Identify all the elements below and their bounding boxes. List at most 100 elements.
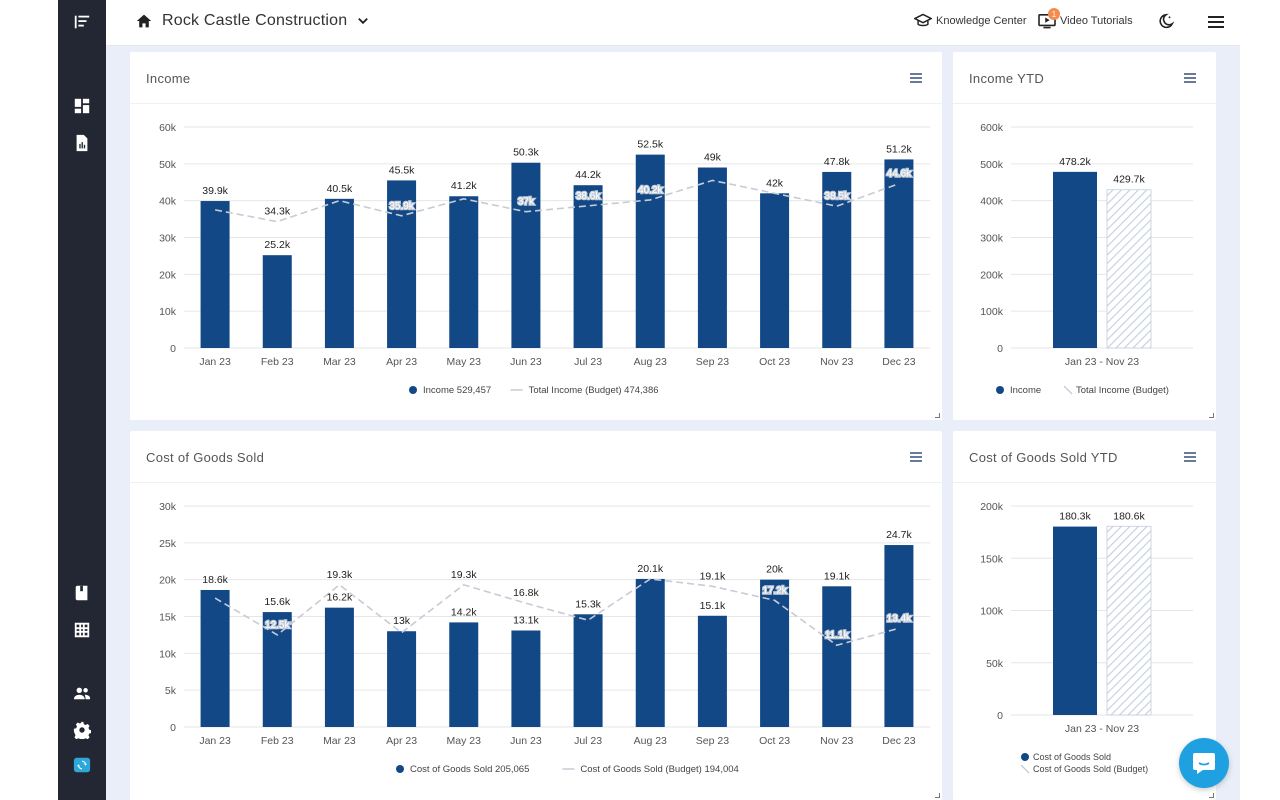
y-tick-label: 100k <box>980 606 1004 618</box>
legend-swatch-bar <box>1021 753 1029 761</box>
y-tick-label: 50k <box>986 658 1004 670</box>
resize-handle[interactable] <box>935 413 940 418</box>
bar <box>884 545 914 727</box>
x-tick-label: Nov 23 <box>820 735 853 747</box>
resize-handle[interactable] <box>935 793 940 798</box>
budget-data-label: 13.4k <box>887 613 912 624</box>
grid-table-icon[interactable] <box>70 618 94 642</box>
x-tick-label: Jul 23 <box>574 356 602 368</box>
bar-data-label: 14.2k <box>451 606 477 618</box>
x-tick-label: Feb 23 <box>261 356 294 368</box>
y-tick-label: 50k <box>159 159 177 171</box>
bar <box>324 198 354 348</box>
budget-line <box>214 179 900 223</box>
sidebar <box>58 0 106 800</box>
bar-data-label: 16.2k <box>327 592 353 604</box>
cogs-card-menu-button[interactable] <box>910 452 922 462</box>
bar-data-label: 15.1k <box>700 600 726 612</box>
y-tick-label: 200k <box>980 269 1004 281</box>
bar <box>822 586 852 727</box>
dashboard-icon[interactable] <box>70 94 94 118</box>
bar <box>1053 171 1097 348</box>
bar <box>449 196 479 348</box>
bar <box>449 622 479 727</box>
cogs-ytd-card-menu-button[interactable] <box>1184 452 1196 462</box>
sync-icon[interactable] <box>70 753 94 777</box>
bar <box>262 255 292 348</box>
income-chart: 0 10k 20k 30k 40k 50k 60k 39.9k 25.2k 40.5k 45.5k 4… <box>159 122 930 396</box>
cogs-chart: 0 5k 10k 15k 20k 25k 30k 18.6k 15.6k 16.2k 13k 14.2… <box>159 501 930 775</box>
bar <box>573 185 603 348</box>
x-tick-label: Jul 23 <box>574 735 602 747</box>
income-ytd-card-menu-button[interactable] <box>1184 73 1196 83</box>
budget-bar <box>1106 189 1152 349</box>
y-tick-label: 0 <box>170 722 176 734</box>
chat-support-button[interactable] <box>1179 738 1229 788</box>
dark-mode-toggle[interactable] <box>1156 13 1174 31</box>
budget-data-label: 38.5k <box>825 191 850 202</box>
income-card-menu-button[interactable] <box>910 73 922 83</box>
bar <box>573 614 603 727</box>
graduation-cap-icon <box>914 13 932 27</box>
book-icon[interactable] <box>70 581 94 605</box>
knowledge-center-link[interactable]: Knowledge Center <box>914 13 1027 29</box>
video-tutorials-link[interactable]: 1 Video Tutorials <box>1038 8 1133 29</box>
income-ytd-card-header: Income YTD <box>953 52 1216 104</box>
y-tick-label: 0 <box>997 343 1003 355</box>
hamburger-icon <box>1208 16 1224 28</box>
bar-data-label: 20.1k <box>637 563 663 575</box>
x-tick-label: May 23 <box>447 735 482 747</box>
bar-data-label: 47.8k <box>824 156 850 168</box>
y-tick-label: 600k <box>980 122 1004 134</box>
y-tick-label: 5k <box>165 685 177 697</box>
knowledge-center-label: Knowledge Center <box>936 15 1027 27</box>
right-strip <box>1240 0 1280 800</box>
video-icon-wrap: 1 <box>1038 8 1060 29</box>
menu-logo-icon[interactable] <box>70 10 94 34</box>
y-tick-label: 500k <box>980 159 1004 171</box>
x-tick-label: Oct 23 <box>759 735 790 747</box>
company-name: Rock Castle Construction <box>162 12 348 29</box>
x-tick-label: Jan 23 - Nov 23 <box>1065 356 1139 368</box>
x-tick-label: Mar 23 <box>323 735 356 747</box>
bar-data-label: 24.7k <box>886 529 912 541</box>
x-tick-label: Apr 23 <box>386 356 417 368</box>
notification-badge: 1 <box>1048 8 1060 20</box>
company-selector[interactable]: Rock Castle Construction <box>136 12 369 30</box>
legend-label: Cost of Goods Sold 205,065 <box>410 764 529 775</box>
bar-data-label: 42k <box>766 177 784 189</box>
cogs-card-title: Cost of Goods Sold <box>146 450 265 465</box>
bar-data-label: 19.1k <box>824 570 850 582</box>
bar-data-label: 20k <box>766 564 784 576</box>
y-tick-label: 30k <box>159 501 177 513</box>
x-tick-label: Jan 23 <box>199 356 231 368</box>
bar-data-label: 51.2k <box>886 143 912 155</box>
y-tick-label: 0 <box>997 710 1003 722</box>
bar-data-label: 41.2k <box>451 180 477 192</box>
resize-handle[interactable] <box>1209 413 1214 418</box>
budget-data-label: 19.1k <box>700 570 726 582</box>
y-tick-label: 150k <box>980 553 1004 565</box>
y-tick-label: 10k <box>159 306 177 318</box>
settings-gear-icon[interactable] <box>70 718 94 742</box>
x-tick-label: Jan 23 - Nov 23 <box>1065 723 1139 735</box>
budget-data-label: 19.3k <box>451 569 477 581</box>
cogs-card: Cost of Goods Sold 0 5k 10k 15k 20k 25k 30k 18.… <box>130 431 942 800</box>
legend-label: Cost of Goods Sold (Budget) 194,004 <box>580 764 738 775</box>
legend-label: Cost of Goods Sold <box>1033 752 1111 762</box>
bar <box>760 193 790 348</box>
bar <box>387 180 417 348</box>
users-icon[interactable] <box>70 681 94 705</box>
x-tick-label: Jun 23 <box>510 735 542 747</box>
budget-data-label: 12.5k <box>265 620 290 631</box>
legend-label: Income <box>1010 385 1041 396</box>
bar <box>200 589 230 727</box>
cogs-ytd-card-title: Cost of Goods Sold YTD <box>969 450 1118 465</box>
hamburger-menu-button[interactable] <box>1208 15 1224 29</box>
report-icon[interactable] <box>70 131 94 155</box>
home-icon[interactable] <box>136 13 152 29</box>
bar <box>1053 526 1097 715</box>
resize-handle[interactable] <box>1209 793 1214 798</box>
cogs-ytd-chart: 0 50k 100k 150k 200k 180.3k 180.6k Jan 23 - Nov… <box>980 501 1193 774</box>
